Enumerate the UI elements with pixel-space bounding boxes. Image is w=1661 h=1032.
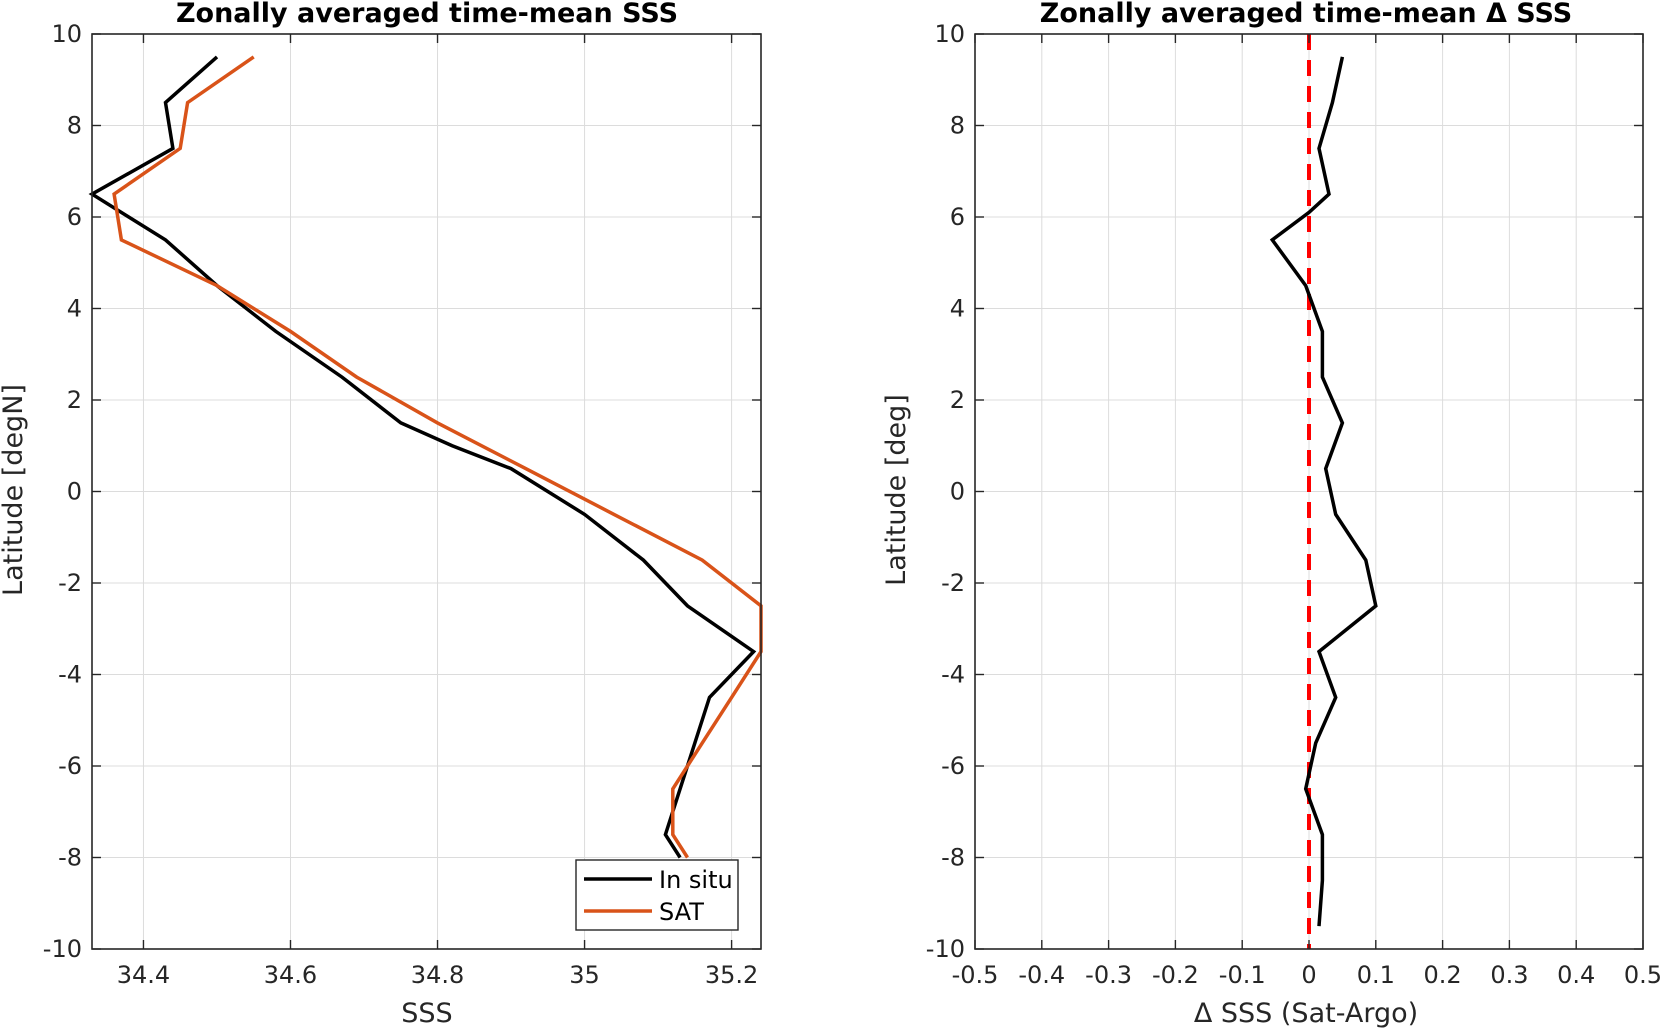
delta-sss-y-tick-label: 8: [950, 112, 965, 140]
sss-y-tick-label: 8: [67, 112, 82, 140]
sss-y-tick-label: -6: [58, 752, 82, 780]
delta-sss-y-tick-label: 10: [934, 20, 965, 48]
delta-sss-chart-title: Zonally averaged time-mean Δ SSS: [1040, 0, 1572, 29]
delta-sss-y-tick-label: -4: [941, 661, 965, 689]
delta-sss-x-tick-label: -0.1: [1219, 961, 1266, 989]
delta-sss-y-tick-label: -2: [941, 569, 965, 597]
delta-sss-x-tick-label: -0.3: [1085, 961, 1132, 989]
delta-sss-x-tick-label: 0.5: [1624, 961, 1661, 989]
delta-sss-y-tick-label: 4: [950, 295, 965, 323]
sss-series-layer: [88, 55, 763, 859]
sss-chart-title: Zonally averaged time-mean SSS: [176, 0, 678, 29]
delta-sss-y-axis-label: Latitude [deg]: [881, 394, 912, 586]
legend-label-sat: SAT: [659, 898, 704, 926]
delta-sss-x-tick-label: 0.3: [1490, 961, 1528, 989]
sss-y-tick-label: 4: [67, 295, 82, 323]
sss-x-axis-label: SSS: [401, 998, 452, 1028]
delta-sss-y-tick-label: 2: [950, 386, 965, 414]
delta-sss-x-tick-label: 0.1: [1357, 961, 1395, 989]
legend: In situ SAT: [575, 859, 739, 931]
sss-y-axis-label: Latitude [degN]: [0, 384, 29, 596]
sss-ticks: 34.4 34.6 34.8 35 35.2 -10 -8 -6 -4 -2 0 2 4 6 8 10: [43, 20, 761, 989]
sss-y-tick-label: -4: [58, 661, 82, 689]
delta-sss-series-line-series: [1269, 56, 1378, 927]
sss-y-tick-label: 10: [51, 20, 82, 48]
delta-sss-x-tick-label: 0.2: [1424, 961, 1462, 989]
delta-sss-x-tick-label: 0: [1301, 961, 1316, 989]
delta-sss-ticks: -0.5 -0.4 -0.3 -0.2 -0.1 0 0.1 0.2 0.3 0.4 0.5 -10 -…: [926, 20, 1661, 989]
delta-sss-series-layer: [1269, 56, 1378, 927]
sss-y-tick-label: 6: [67, 203, 82, 231]
sss-x-tick-label: 34.8: [411, 961, 464, 989]
delta-sss-y-tick-label: -10: [926, 935, 965, 963]
sss-y-tick-label: 0: [67, 478, 82, 506]
sss-panel: Zonally averaged time-mean SSS 34.4 34.6 3…: [0, 0, 763, 1029]
delta-sss-x-axis-label: Δ SSS (Sat-Argo): [1194, 998, 1418, 1028]
delta-sss-x-tick-label: -0.4: [1018, 961, 1065, 989]
legend-box: [575, 859, 739, 931]
delta-sss-y-tick-label: 6: [950, 203, 965, 231]
delta-sss-x-tick-label: -0.2: [1152, 961, 1199, 989]
delta-sss-x-tick-label: -0.5: [952, 961, 999, 989]
delta-sss-x-tick-label: 0.4: [1557, 961, 1595, 989]
sss-y-tick-label: -10: [43, 935, 82, 963]
delta-sss-panel: Zonally averaged time-mean Δ SSS -0.5 -0.…: [881, 0, 1661, 1029]
delta-sss-y-tick-label: -6: [941, 752, 965, 780]
sss-y-tick-label: -8: [58, 844, 82, 872]
sss-y-tick-label: -2: [58, 569, 82, 597]
sss-grid: [92, 33, 761, 950]
delta-sss-y-tick-label: -8: [941, 844, 965, 872]
sss-x-tick-label: 35.2: [705, 961, 758, 989]
legend-label-in-situ: In situ: [659, 866, 733, 894]
sss-x-tick-label: 35: [569, 961, 600, 989]
sss-x-tick-label: 34.6: [264, 961, 317, 989]
sss-x-tick-label: 34.4: [117, 961, 170, 989]
sss-y-tick-label: 2: [67, 386, 82, 414]
sss-series-line-in-situ: [88, 55, 757, 859]
delta-sss-y-tick-label: 0: [950, 478, 965, 506]
sss-series-line-sat: [112, 55, 763, 859]
